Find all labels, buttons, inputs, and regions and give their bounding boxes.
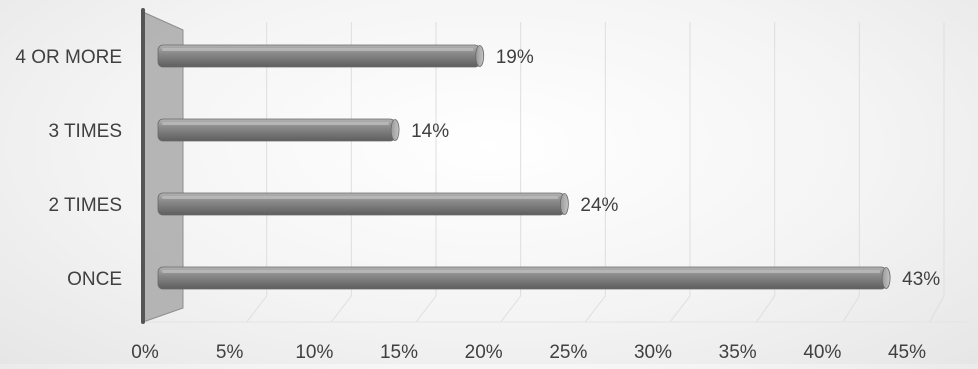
gridline-floor [415, 295, 437, 323]
x-tick-label: 15% [380, 342, 418, 363]
gridline-floor [756, 295, 776, 323]
bar-highlight [162, 48, 474, 51]
gridline-floor [669, 295, 691, 323]
category-label: 2 TIMES [48, 195, 122, 216]
x-tick-labels: 0% 5% 10% 15% 20% 25% 30% 35% 40% 45% [131, 342, 926, 363]
data-label: 14% [411, 121, 449, 142]
x-tick-label: 0% [131, 342, 159, 363]
gridline-floor [246, 295, 268, 323]
x-tick-label: 5% [216, 342, 244, 363]
x-tick-label: 30% [634, 342, 672, 363]
data-labels: 19% 14% 24% 43% [411, 47, 940, 290]
data-label: 19% [496, 47, 534, 68]
category-label: 3 TIMES [48, 121, 122, 142]
gridline-floor [330, 295, 352, 323]
bar-end-cap [881, 267, 891, 289]
category-label: ONCE [67, 269, 122, 290]
gridline-floor [842, 295, 860, 323]
x-tick-label: 20% [465, 342, 503, 363]
bar-end-cap [390, 119, 400, 141]
gridline-floor [500, 295, 522, 323]
bar-end-cap [475, 45, 485, 67]
bar-highlight [162, 122, 390, 125]
gridline-floor [584, 295, 606, 323]
bar-highlight [162, 270, 881, 273]
category-label: 4 OR MORE [15, 47, 122, 68]
bar-end-cap [560, 193, 569, 215]
bar-series [157, 44, 891, 290]
bar-highlight [162, 196, 559, 199]
x-tick-label: 10% [295, 342, 333, 363]
category-labels: 4 OR MORE 3 TIMES 2 TIMES ONCE [15, 47, 122, 290]
x-tick-label: 25% [549, 342, 587, 363]
gridline-floor [928, 295, 945, 323]
gridlines [143, 22, 968, 323]
data-label: 24% [580, 195, 618, 216]
x-tick-label: 45% [888, 342, 926, 363]
x-tick-label: 40% [803, 342, 841, 363]
data-label: 43% [902, 269, 940, 290]
x-tick-label: 35% [719, 342, 757, 363]
